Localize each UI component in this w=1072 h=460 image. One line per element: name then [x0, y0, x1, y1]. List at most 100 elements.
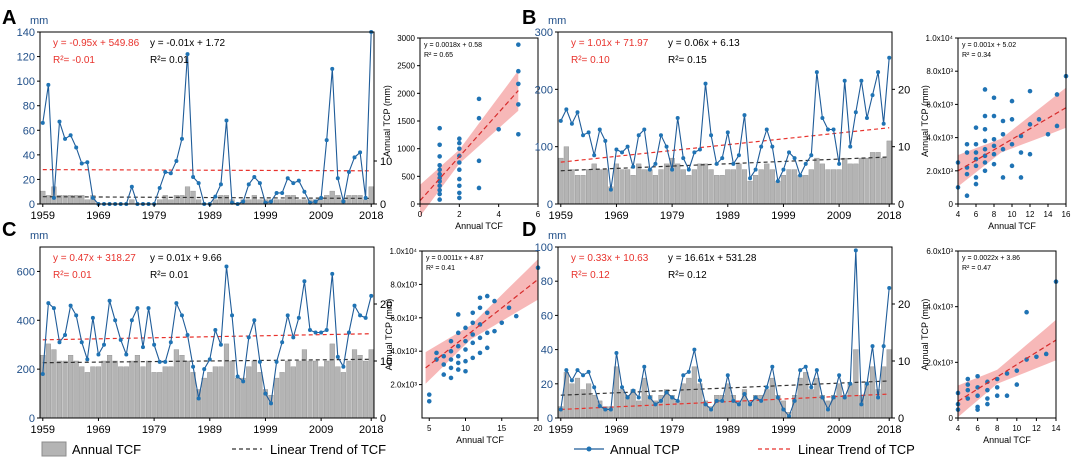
x-tick-label: 1999: [253, 424, 277, 436]
tcp-tick-label: 40: [541, 345, 553, 357]
tcp-point: [809, 153, 814, 158]
tcp-point: [614, 147, 619, 152]
tcf-bar: [658, 169, 664, 205]
scatter-x-tick-label: 4: [496, 210, 501, 219]
tcf-bar: [101, 360, 107, 419]
scatter-point: [492, 328, 497, 334]
tcf-bar: [819, 163, 825, 205]
tcf-bar: [869, 152, 876, 205]
scatter-point: [985, 396, 990, 401]
panel-letter: B: [522, 7, 536, 29]
scatter-point: [1018, 133, 1024, 139]
tcp-trend-equation: y = 0.33x + 10.63: [571, 253, 649, 264]
tcf-bar: [285, 195, 291, 205]
tcp-point: [814, 70, 819, 75]
tcf-bar: [636, 400, 642, 419]
tcp-point: [46, 301, 51, 306]
scatter-equation: y = 0.0011x + 4.87: [426, 255, 484, 262]
tcf-bar: [881, 366, 887, 419]
scatter-point: [1004, 371, 1010, 376]
scatter-point: [477, 295, 483, 301]
tcf-bar: [112, 360, 118, 419]
tcf-bar: [223, 343, 230, 419]
tcp-point: [787, 414, 792, 419]
x-tick-label: 1999: [253, 210, 277, 222]
tcp-tick-label: 600: [17, 266, 35, 278]
tcp-point: [319, 330, 324, 335]
scatter-x-tick-label: 10: [1012, 424, 1021, 433]
tcp-point: [302, 279, 307, 284]
x-tick-label: 2018: [877, 424, 901, 436]
tcp-point: [79, 161, 84, 166]
tcf-bar: [229, 360, 235, 419]
tcp-point: [335, 176, 340, 181]
tcp-point: [853, 110, 858, 115]
scatter-point: [982, 160, 988, 165]
tcp-point: [631, 388, 636, 393]
tcp-point: [664, 144, 669, 149]
scatter-y-tick-label: 2.0x10³: [926, 358, 953, 367]
tcf-bar: [714, 175, 720, 205]
scatter-point: [457, 136, 462, 142]
legend-tcp-label: Annual TCP: [610, 442, 680, 457]
scatter-y-tick-label: 6.0x10³: [926, 100, 953, 109]
scatter-point: [455, 367, 461, 372]
tcp-point: [174, 301, 179, 306]
tcf-bar: [346, 195, 352, 205]
scatter-y-tick-label: 4.0x10³: [926, 303, 953, 312]
tcp-point: [285, 313, 290, 318]
tcp-point: [876, 70, 881, 75]
scatter-point: [437, 187, 442, 193]
tcf-bar: [118, 366, 124, 419]
tcp-tick-label: 40: [23, 150, 35, 162]
tcp-point: [51, 306, 56, 311]
x-tick-label: 2018: [877, 210, 901, 222]
tcp-point: [775, 179, 780, 184]
tcf-bar: [702, 163, 709, 205]
scatter-y-tick-label: 4.0x10³: [926, 134, 953, 143]
scatter-point: [457, 190, 462, 196]
tcf-bar: [368, 349, 374, 419]
tcf-bar: [597, 400, 603, 419]
tcp-point: [68, 303, 73, 308]
x-tick-label: 1979: [142, 424, 166, 436]
tcp-point: [269, 199, 274, 204]
tcp-tick-label: 300: [535, 27, 553, 39]
scatter-x-tick-label: 0: [418, 210, 423, 219]
tcf-bar: [686, 175, 692, 205]
x-tick-label: 1999: [771, 210, 795, 222]
tcf-bar: [223, 195, 230, 205]
tcp-point: [196, 396, 201, 401]
tcf-tick-label: 10: [898, 142, 910, 154]
tcf-bar: [84, 372, 90, 419]
tcf-bar: [129, 360, 135, 419]
tcp-point: [363, 315, 368, 320]
scatter-point: [973, 141, 979, 147]
scatter-point: [1036, 117, 1042, 122]
tcf-bar: [636, 163, 642, 205]
unit-label: mm: [30, 15, 48, 27]
tcp-point: [859, 402, 864, 407]
scatter-point: [477, 305, 483, 311]
tcf-bar: [586, 169, 592, 205]
scatter-point: [441, 353, 447, 359]
scatter-x-label: Annual TCF: [988, 221, 1036, 231]
tcf-bar: [212, 366, 218, 419]
tcp-point: [809, 385, 814, 390]
scatter-point: [516, 68, 521, 74]
tcp-point: [709, 133, 714, 138]
tcf-bar: [290, 195, 296, 205]
confidence-band: [425, 259, 538, 384]
scatter-point: [965, 376, 971, 382]
tcp-tick-label: 0: [29, 413, 35, 425]
tcf-trend-line: [560, 156, 890, 172]
tcf-bar: [758, 395, 764, 419]
tcf-bar: [574, 175, 581, 205]
tcp-point: [330, 66, 335, 71]
tcf-bar: [285, 360, 291, 419]
scatter-point: [973, 175, 979, 180]
tcf-bar: [157, 199, 163, 205]
scatter-point: [991, 95, 997, 101]
tcp-point: [853, 248, 858, 253]
scatter-point: [964, 193, 970, 198]
